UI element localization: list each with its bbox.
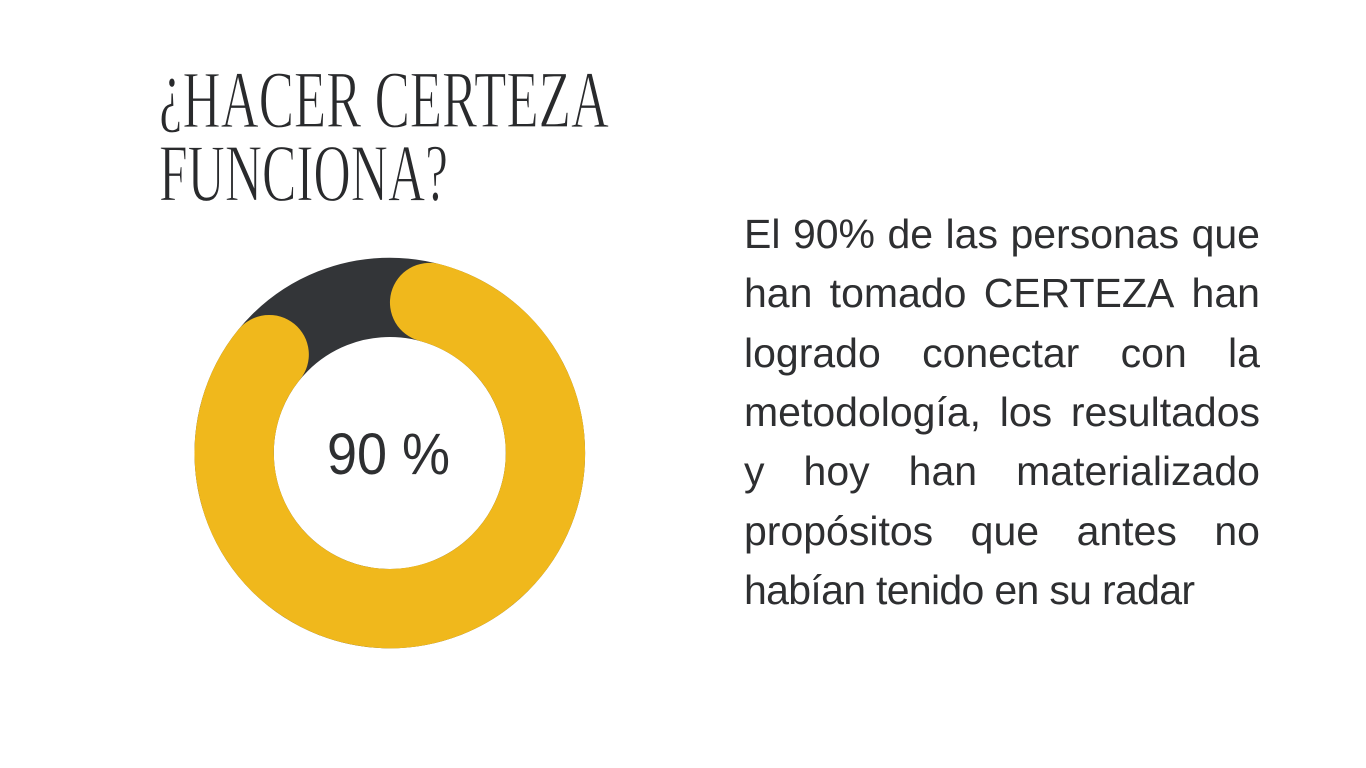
svg-text:¿HACER CERTEZA: ¿HACER CERTEZA <box>159 43 609 145</box>
svg-text:FUNCIONA?: FUNCIONA? <box>159 128 448 219</box>
svg-text:90 %: 90 % <box>327 421 450 487</box>
